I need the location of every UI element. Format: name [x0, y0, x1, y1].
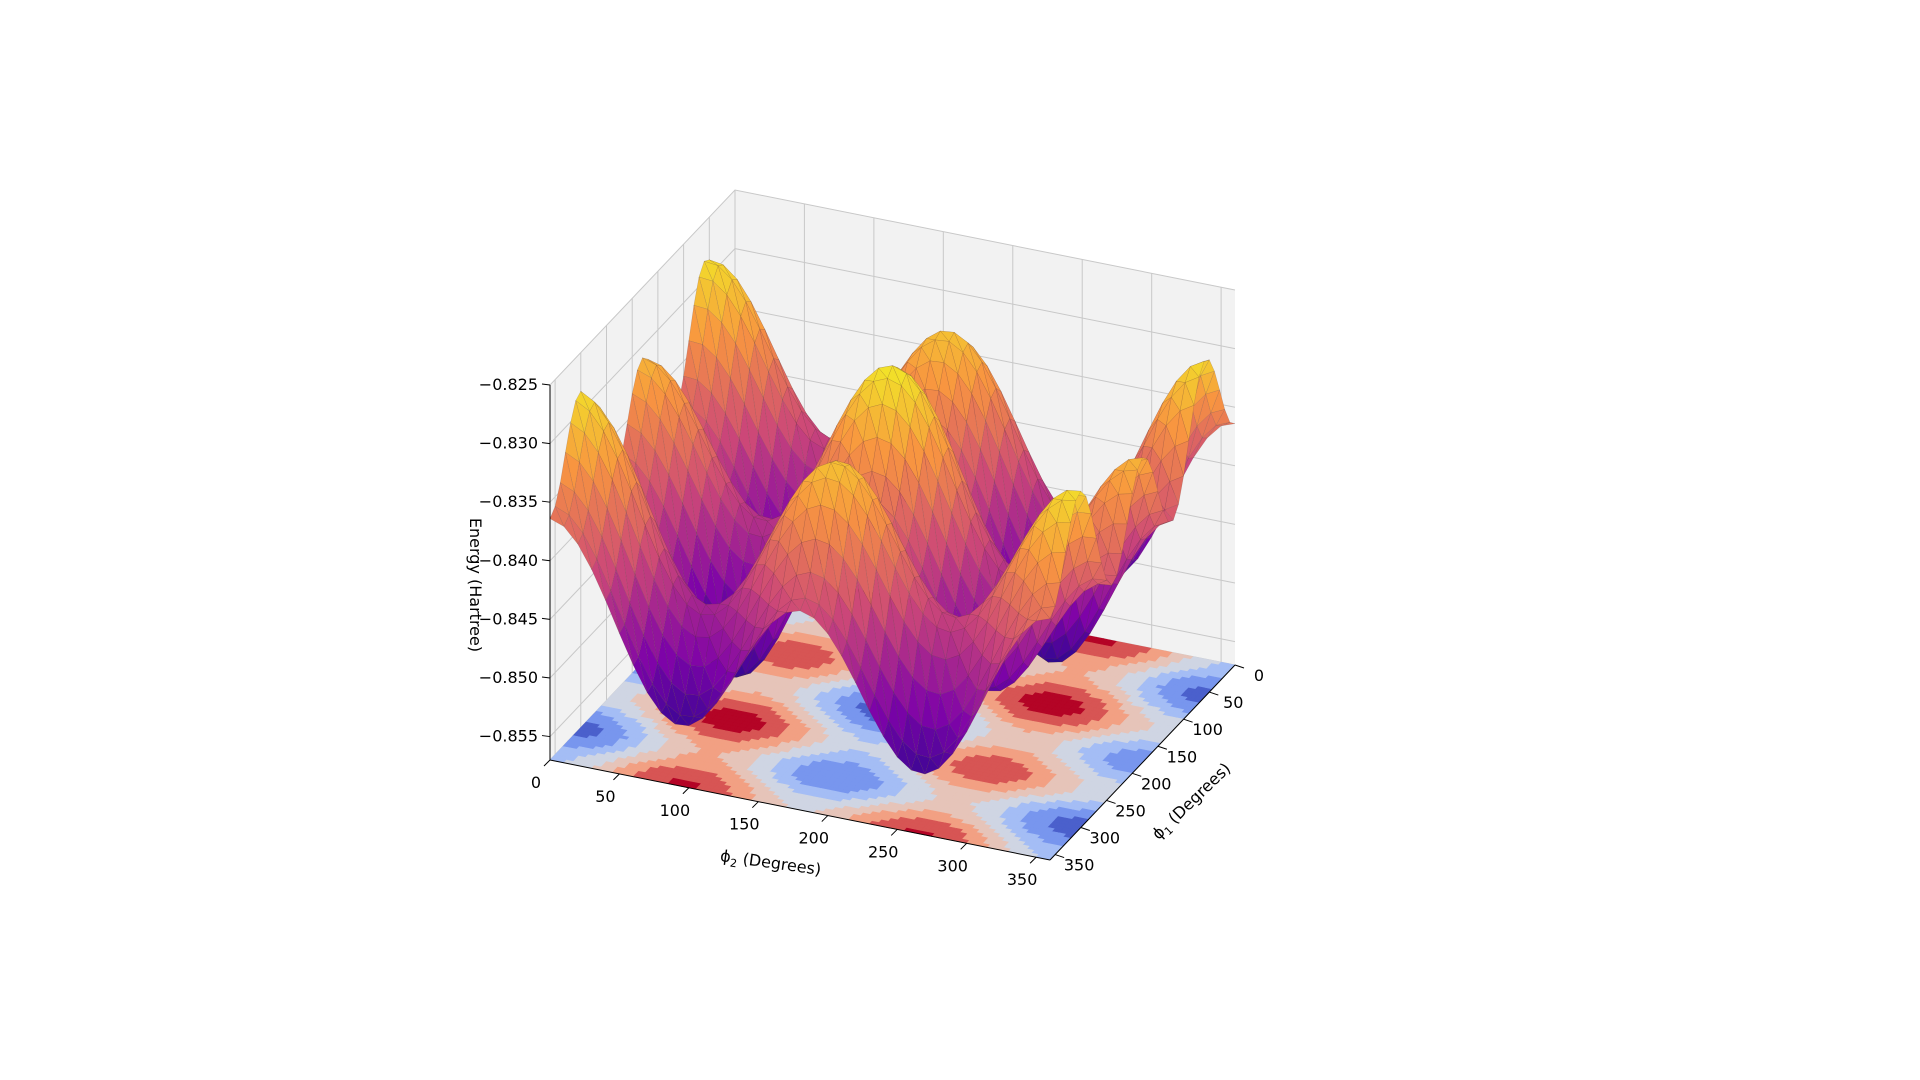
gridline-z — [549, 248, 1236, 444]
gridline-z — [549, 189, 1236, 386]
